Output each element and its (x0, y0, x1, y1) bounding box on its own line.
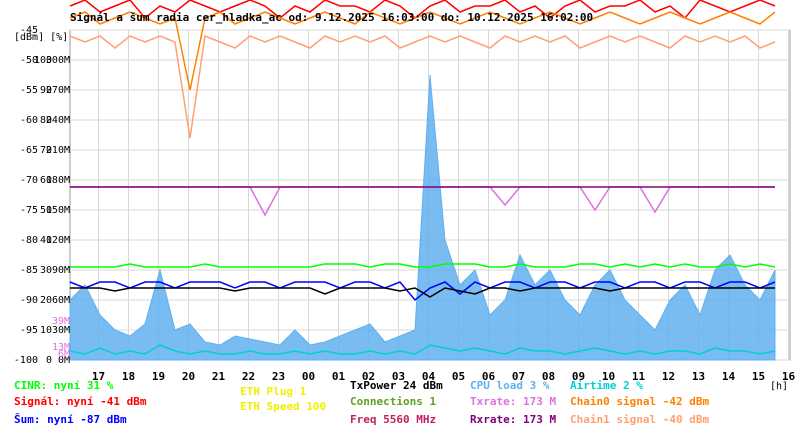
y-tick-label: -60 (20, 115, 38, 126)
x-tick-label: 01 (332, 370, 346, 383)
legend-entry: Chain0 signal -42 dBm (570, 395, 709, 408)
y2-tick-label: 20 (40, 295, 52, 306)
y-tick-label: -55 (20, 85, 38, 96)
series-line (70, 263, 776, 268)
series-line (69, 281, 776, 302)
y3-tick-label: 240M (46, 115, 70, 126)
x-tick-label: 15 (752, 370, 765, 383)
legend-entry: ETH Plug 1 (240, 385, 307, 398)
legend-entry: Connections 1 (350, 395, 436, 408)
x-tick-label: 22 (242, 370, 255, 383)
y2-tick-label: 60 (40, 175, 52, 186)
plot-area (69, 0, 791, 361)
annotation: 6M (58, 349, 70, 360)
y-tick-label: -50 (20, 55, 38, 66)
legend-entry: Rxrate: 173 M (470, 413, 556, 426)
x-tick-label: 00 (302, 370, 315, 383)
series-line (69, 34, 776, 139)
x-tick-label: 06 (482, 370, 496, 383)
annotation: 13M (52, 342, 70, 353)
y3-tick-label: 60M (52, 295, 70, 306)
y2-tick-label: 50 (40, 205, 52, 216)
x-tick-label: 14 (722, 370, 736, 383)
x-tick-label: 05 (452, 370, 465, 383)
legend-entry: TxPower 24 dBm (350, 379, 443, 392)
y-tick-label: -75 (20, 205, 38, 216)
y3-tick-label: 0M (58, 355, 70, 366)
x-tick-label: 20 (182, 370, 195, 383)
y3-tick-label: 300M (46, 55, 70, 66)
x-tick-label: 23 (272, 370, 285, 383)
y3-tick-label: 120M (46, 235, 70, 246)
x-tick-label: 08 (542, 370, 555, 383)
y2-tick-label: 80 (40, 115, 52, 126)
x-tick-label: 10 (602, 370, 615, 383)
x-tick-label: 07 (512, 370, 525, 383)
x-tick-label: 02 (362, 370, 375, 383)
y3-tick-label: 210M (46, 145, 70, 156)
x-tick-label: 03 (392, 370, 405, 383)
y-tick-label: -100 (14, 355, 38, 366)
x-tick-label: 17 (92, 370, 105, 383)
series-line (69, 0, 776, 20)
legend-entry: Chain1 signal -40 dBm (570, 413, 709, 426)
y3-tick-label: 270M (46, 85, 70, 96)
y2-tick-label: 40 (40, 235, 52, 246)
x-tick-label: 13 (692, 370, 705, 383)
y-tick-label: -85 (20, 265, 38, 276)
legend-entry: CPU load 3 % (470, 379, 550, 392)
legend-entry: Šum: nyní -87 dBm (14, 413, 127, 426)
series-line (70, 287, 775, 298)
y2-tick-label: 90 (40, 85, 52, 96)
legend-entry: Airtime 2 % (570, 379, 643, 392)
x-tick-label: 09 (572, 370, 585, 383)
y-tick-label: -45 (20, 25, 38, 36)
y-tick-label: -65 (20, 145, 38, 156)
y2-tick-label: 10 (40, 325, 52, 336)
legend-entry: ETH Speed 100 (240, 400, 326, 413)
x-unit: [h] (770, 381, 788, 392)
y2-tick-label: 0 (46, 355, 52, 366)
y-tick-label: -90 (20, 295, 38, 306)
legend-entry: CINR: nyní 31 % (14, 379, 114, 392)
x-tick-label: 18 (122, 370, 135, 383)
y-tick-label: -80 (20, 235, 38, 246)
legend-entry: Txrate: 173 M (470, 395, 556, 408)
series-line (69, 11, 776, 91)
annotation: 39M (52, 316, 70, 327)
x-tick-label: 16 (782, 370, 796, 383)
y3-tick-label: 90M (52, 265, 70, 276)
x-tick-label: 11 (632, 370, 646, 383)
x-tick-label: 12 (662, 370, 675, 383)
chart-title: Signál a šum radia cer_hladka_ac od: 9.1… (70, 11, 593, 24)
y3-tick-label: 180M (46, 175, 70, 186)
x-tick-label: 19 (152, 370, 165, 383)
y-tick-label: -95 (20, 325, 38, 336)
y-tick-label: -70 (20, 175, 38, 186)
y3-tick-label: 150M (46, 205, 70, 216)
legend-entry: Freq 5560 MHz (350, 413, 436, 426)
x-tick-label: 21 (212, 370, 226, 383)
axis-header: [dBm] [%] (14, 32, 68, 43)
series-line (69, 344, 776, 355)
y2-tick-label: 100 (34, 55, 52, 66)
x-tick-label: 04 (422, 370, 436, 383)
y3-tick-label: 30M (52, 325, 70, 336)
legend-entry: Signál: nyní -41 dBm (14, 395, 147, 408)
y2-tick-label: 30 (40, 265, 52, 276)
y2-tick-label: 70 (40, 145, 52, 156)
